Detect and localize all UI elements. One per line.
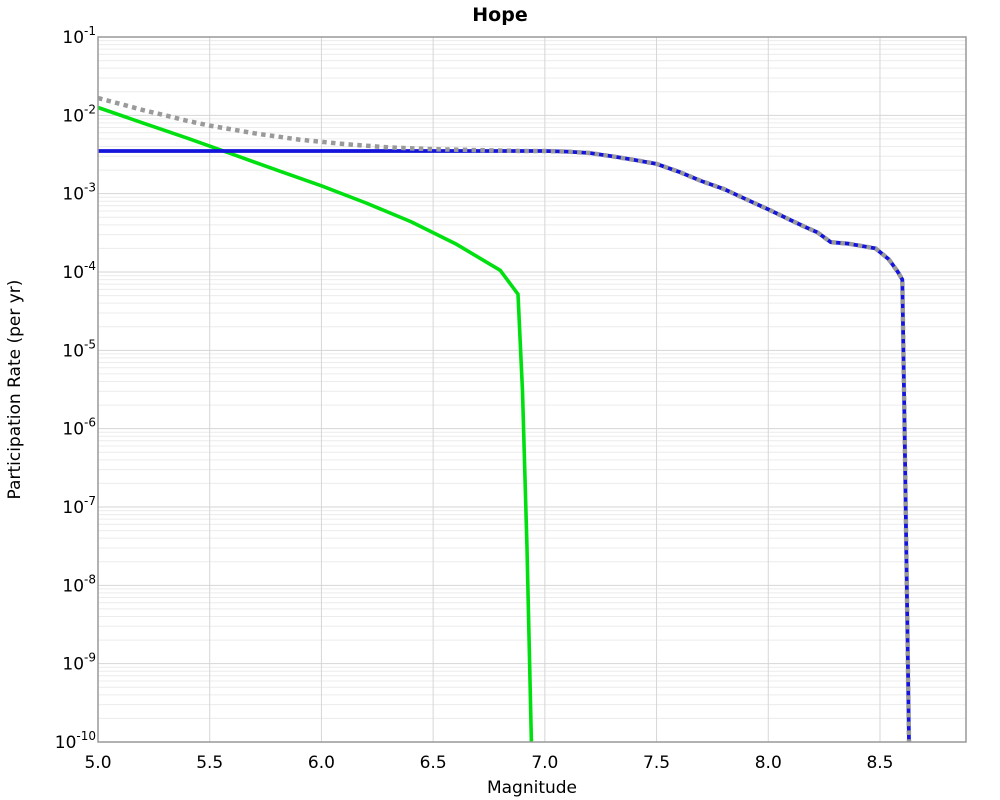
y-axis-label: Participation Rate (per yr) xyxy=(5,280,25,500)
y-tick-label: 10-10 xyxy=(55,729,96,753)
plot-frame xyxy=(97,36,967,743)
x-axis-label: Magnitude xyxy=(487,778,577,798)
y-tick-label: 10-2 xyxy=(62,102,96,126)
y-tick-label: 10-5 xyxy=(62,337,96,361)
x-major-grid xyxy=(209,37,881,742)
plot-area xyxy=(98,37,966,742)
x-tick-label: 6.0 xyxy=(308,753,335,773)
y-tick-label: 10-7 xyxy=(62,494,96,518)
x-tick-labels: 5.0 5.5 6.0 6.5 7.0 7.5 8.0 8.5 xyxy=(84,753,893,773)
y-tick-label: 10-9 xyxy=(62,651,96,675)
y-minor-grid xyxy=(98,40,966,719)
y-tick-label: 10-8 xyxy=(62,572,96,596)
x-tick-label: 5.5 xyxy=(196,753,223,773)
y-tick-labels: 10-1 10-2 10-3 10-4 10-5 10-6 10-7 10-8 10-9 10-1… xyxy=(55,24,96,753)
y-major-grid xyxy=(98,114,966,665)
x-tick-label: 6.5 xyxy=(420,753,447,773)
series-gray-dotted-curve xyxy=(97,95,912,743)
series-green-curve xyxy=(97,105,534,743)
x-tick-label: 8.5 xyxy=(866,753,893,773)
x-tick-label: 7.0 xyxy=(531,753,558,773)
x-tick-label: 5.0 xyxy=(84,753,111,773)
x-tick-label: 7.5 xyxy=(643,753,670,773)
x-tick-label: 8.0 xyxy=(755,753,782,773)
y-tick-label: 10-6 xyxy=(62,416,96,440)
y-tick-label: 10-4 xyxy=(62,259,96,283)
y-tick-label: 10-3 xyxy=(62,181,96,205)
chart-title: Hope xyxy=(472,4,527,26)
y-tick-label: 10-1 xyxy=(62,24,96,48)
